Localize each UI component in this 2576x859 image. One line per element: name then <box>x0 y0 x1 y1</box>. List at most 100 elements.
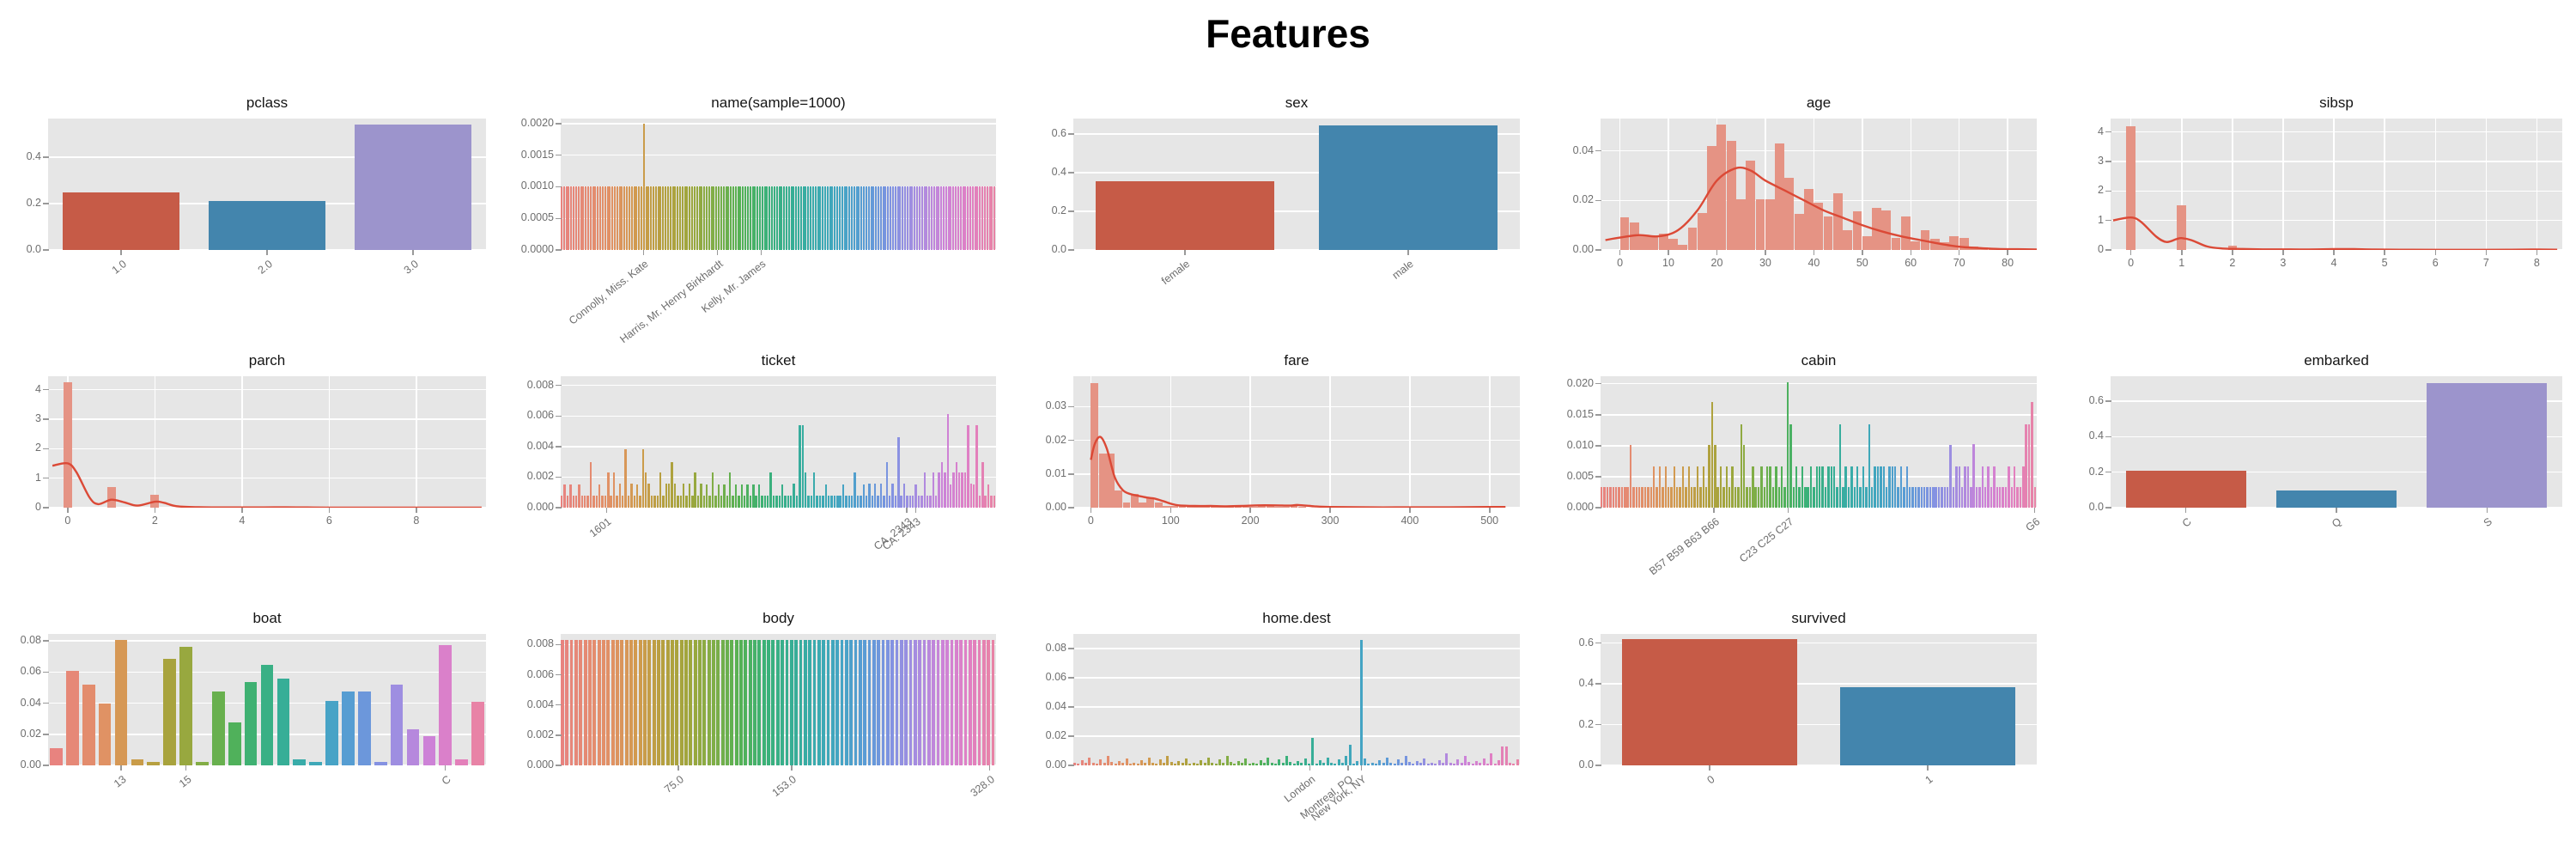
bar <box>723 484 726 508</box>
bar <box>657 186 659 250</box>
chart-parch: parch 0 1 2 3 4 0 2 4 6 8 <box>35 352 486 568</box>
bar <box>698 640 702 765</box>
bar <box>947 186 950 250</box>
y-tick-mark <box>556 384 562 387</box>
bar <box>82 684 95 765</box>
bar <box>597 186 599 250</box>
bar <box>1099 759 1103 765</box>
x-gridline <box>1958 119 1960 250</box>
bar <box>1641 487 1643 508</box>
bar <box>1252 762 1255 765</box>
bar <box>616 495 618 508</box>
bar <box>895 640 899 765</box>
bar <box>976 186 979 250</box>
x-tick-mark <box>1958 250 1960 255</box>
bar <box>883 495 885 508</box>
y-tick-label: 0.4 <box>1578 677 1594 690</box>
bar <box>738 495 740 508</box>
bar <box>830 495 833 508</box>
bar <box>775 495 778 508</box>
bar <box>624 640 629 765</box>
bar <box>757 640 762 765</box>
bar <box>851 495 854 508</box>
x-tick-mark <box>412 250 414 255</box>
bar <box>1783 487 1786 508</box>
bar <box>1876 466 1880 508</box>
bar <box>981 640 986 765</box>
bar <box>618 483 622 508</box>
bar <box>1456 759 1460 765</box>
bar <box>342 691 355 765</box>
y-tick-mark <box>1595 445 1601 447</box>
chart-panel <box>2111 376 2562 508</box>
bar <box>1501 746 1504 765</box>
bar <box>807 186 810 250</box>
chart-panel <box>1073 119 1520 250</box>
bar <box>624 449 627 508</box>
bar <box>1158 759 1162 765</box>
chart-title: age <box>1806 94 1832 111</box>
bar <box>799 424 801 508</box>
y-tick-label: 0.02 <box>20 727 41 740</box>
bar <box>1988 248 1998 250</box>
bar <box>601 186 604 250</box>
y-gridline <box>48 156 486 158</box>
bar <box>839 495 841 508</box>
bar <box>2022 466 2025 508</box>
figure-title: Features <box>1206 11 1370 56</box>
x-tick-label: 6 <box>2432 257 2439 269</box>
bar <box>1107 454 1115 508</box>
x-tick-mark <box>716 250 719 255</box>
y-tick-label: 0.0 <box>26 243 41 255</box>
bar <box>1708 445 1710 508</box>
bar <box>1966 466 1970 508</box>
bar <box>795 495 799 508</box>
bar <box>831 186 834 250</box>
x-tick-mark <box>266 250 268 255</box>
bar <box>1972 444 1975 508</box>
x-tick-mark <box>1619 250 1621 255</box>
chart-panel <box>48 634 486 765</box>
y-gridline <box>1601 414 2037 416</box>
bar <box>2427 383 2548 508</box>
x-tick-mark <box>1249 508 1251 513</box>
bar <box>897 437 900 508</box>
bar <box>1516 759 1519 765</box>
bar <box>860 495 862 508</box>
bar <box>1348 745 1352 765</box>
y-gridline <box>1601 445 2037 447</box>
bar <box>1880 466 1882 508</box>
chart-title: body <box>762 610 794 626</box>
bar <box>568 186 570 250</box>
bar <box>1908 487 1911 508</box>
bar <box>694 472 696 508</box>
x-tick-label: 1601 <box>587 515 614 540</box>
bar <box>757 484 761 508</box>
bar <box>612 472 616 508</box>
bar <box>1888 466 1891 508</box>
bar <box>961 472 963 508</box>
bar <box>1941 487 1943 508</box>
bar <box>1186 504 1194 508</box>
kde-curve <box>1090 436 1506 508</box>
bar <box>610 495 612 508</box>
bar <box>1601 487 1603 508</box>
bar <box>734 640 738 765</box>
bar <box>561 186 563 250</box>
bar <box>1211 762 1214 765</box>
bar <box>769 186 771 250</box>
bar <box>707 640 711 765</box>
bar <box>712 640 715 765</box>
bar <box>1903 487 1905 508</box>
x-tick-label: 0 <box>1617 257 1624 269</box>
bar <box>1326 757 1329 765</box>
bar <box>1687 466 1691 508</box>
bar <box>929 495 932 508</box>
bar <box>971 186 974 250</box>
y-tick-label: 0.0005 <box>520 211 554 224</box>
bar <box>855 186 858 250</box>
bar <box>790 186 793 250</box>
bar <box>986 186 988 250</box>
bar <box>1290 504 1298 508</box>
bar <box>683 186 686 250</box>
